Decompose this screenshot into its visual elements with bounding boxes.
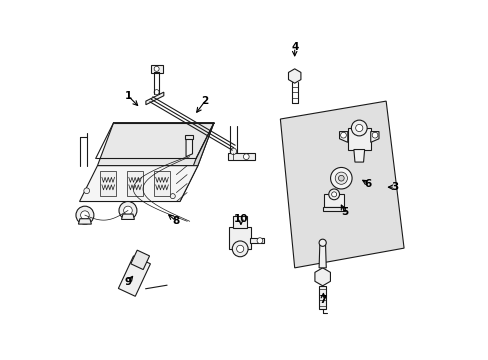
- Polygon shape: [100, 171, 116, 196]
- Polygon shape: [370, 132, 378, 142]
- Text: 4: 4: [290, 42, 298, 52]
- Polygon shape: [145, 92, 163, 105]
- Polygon shape: [185, 137, 192, 157]
- Text: 10: 10: [233, 215, 247, 224]
- Circle shape: [243, 154, 249, 159]
- Polygon shape: [154, 171, 169, 196]
- Polygon shape: [280, 101, 403, 268]
- Polygon shape: [185, 135, 193, 139]
- Polygon shape: [127, 171, 142, 196]
- Text: 9: 9: [124, 277, 131, 287]
- Text: 3: 3: [391, 182, 398, 192]
- Polygon shape: [97, 123, 214, 166]
- Text: 7: 7: [319, 295, 326, 305]
- Polygon shape: [121, 214, 134, 220]
- Circle shape: [81, 211, 89, 220]
- Circle shape: [355, 125, 362, 132]
- Text: 1: 1: [124, 91, 131, 101]
- Circle shape: [76, 206, 94, 224]
- Circle shape: [119, 202, 137, 220]
- Polygon shape: [80, 166, 198, 202]
- Polygon shape: [339, 132, 347, 142]
- Circle shape: [170, 194, 175, 199]
- Circle shape: [351, 120, 366, 136]
- Polygon shape: [78, 219, 91, 224]
- Polygon shape: [118, 256, 150, 296]
- Polygon shape: [228, 153, 255, 160]
- Polygon shape: [150, 65, 163, 73]
- Polygon shape: [324, 194, 344, 207]
- Polygon shape: [229, 227, 250, 249]
- Polygon shape: [314, 268, 330, 286]
- Polygon shape: [323, 207, 344, 211]
- Circle shape: [331, 192, 336, 197]
- Text: 2: 2: [201, 96, 208, 106]
- Text: 8: 8: [172, 216, 180, 226]
- Circle shape: [236, 245, 244, 252]
- Circle shape: [257, 238, 262, 243]
- Circle shape: [154, 66, 159, 71]
- Polygon shape: [233, 216, 247, 228]
- Circle shape: [330, 167, 351, 189]
- Polygon shape: [353, 149, 364, 162]
- Circle shape: [83, 188, 89, 194]
- Circle shape: [335, 172, 346, 184]
- Polygon shape: [347, 128, 370, 149]
- Circle shape: [230, 148, 236, 154]
- Text: 6: 6: [364, 179, 371, 189]
- Polygon shape: [288, 69, 300, 83]
- Polygon shape: [319, 286, 325, 309]
- Circle shape: [154, 90, 159, 95]
- Polygon shape: [180, 123, 214, 202]
- Polygon shape: [319, 244, 325, 268]
- Polygon shape: [131, 250, 149, 270]
- Circle shape: [319, 239, 325, 246]
- Circle shape: [338, 175, 344, 181]
- Text: 5: 5: [341, 207, 348, 217]
- Circle shape: [371, 132, 377, 138]
- Circle shape: [328, 189, 339, 200]
- Circle shape: [340, 132, 346, 138]
- Polygon shape: [250, 238, 263, 243]
- Circle shape: [232, 241, 247, 257]
- Circle shape: [123, 206, 132, 215]
